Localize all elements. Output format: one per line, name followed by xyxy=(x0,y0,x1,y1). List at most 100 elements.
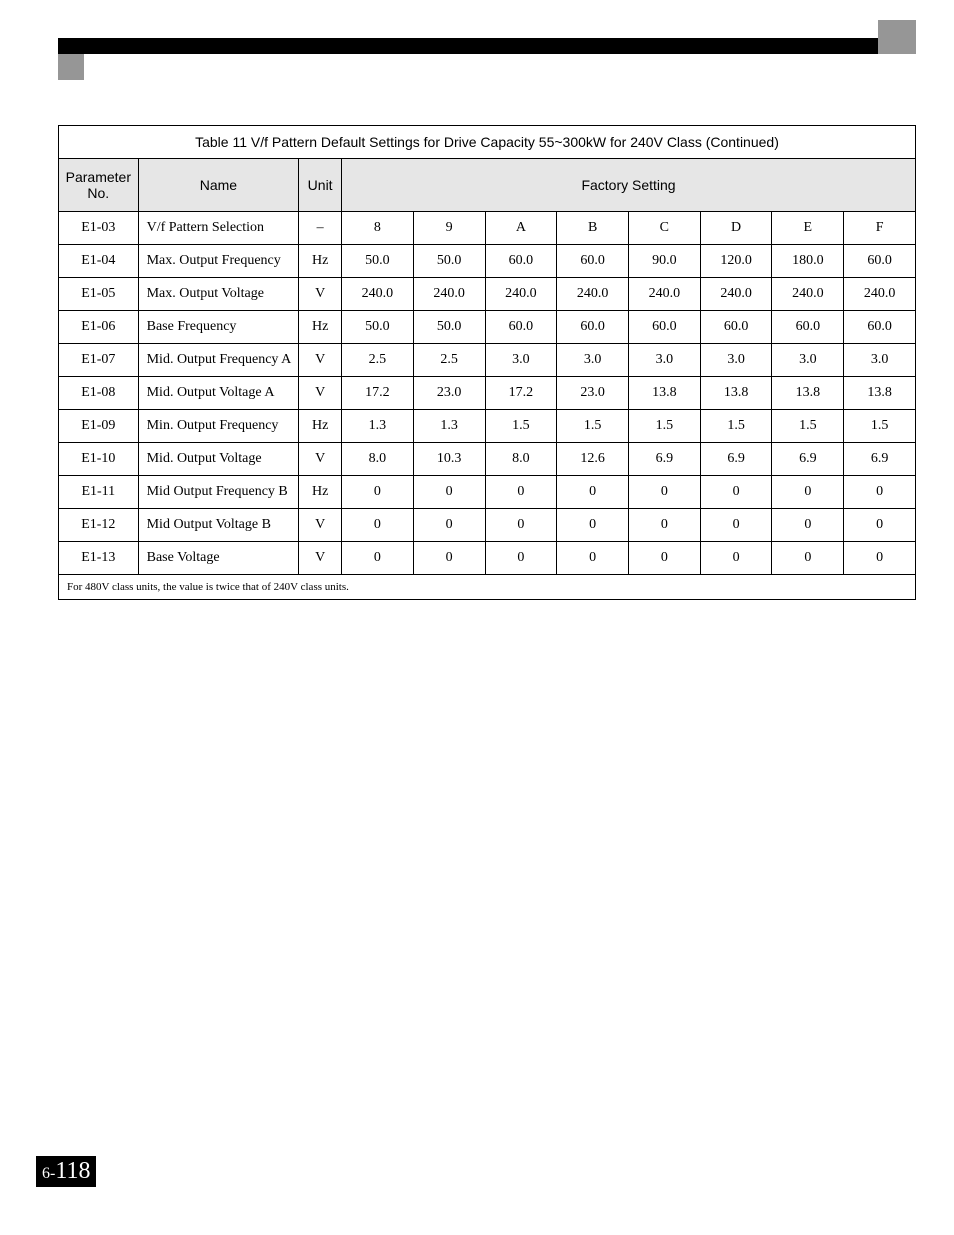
table-body: E1-03V/f Pattern Selection–89ABCDEFE1-04… xyxy=(59,212,916,600)
table-row: E1-07Mid. Output Frequency AV2.52.53.03.… xyxy=(59,344,916,377)
cell-value: 240.0 xyxy=(700,278,772,311)
cell-value: 0 xyxy=(700,476,772,509)
cell-value: 120.0 xyxy=(700,245,772,278)
cell-value: 50.0 xyxy=(413,311,485,344)
cell-value: 0 xyxy=(628,542,700,575)
header-unit: Unit xyxy=(299,159,342,212)
cell-value: 9 xyxy=(413,212,485,245)
cell-value: 1.5 xyxy=(557,410,629,443)
cell-value: 6.9 xyxy=(628,443,700,476)
cell-value: 0 xyxy=(844,476,916,509)
cell-value: 8.0 xyxy=(342,443,414,476)
cell-param-no: E1-06 xyxy=(59,311,139,344)
cell-value: 3.0 xyxy=(700,344,772,377)
table-row: E1-09Min. Output FrequencyHz1.31.31.51.5… xyxy=(59,410,916,443)
cell-value: 240.0 xyxy=(772,278,844,311)
cell-value: 0 xyxy=(413,542,485,575)
cell-value: 1.5 xyxy=(628,410,700,443)
table-row: E1-12Mid Output Voltage BV00000000 xyxy=(59,509,916,542)
cell-param-no: E1-12 xyxy=(59,509,139,542)
cell-value: 60.0 xyxy=(557,311,629,344)
cell-unit: Hz xyxy=(299,311,342,344)
header-factory-setting: Factory Setting xyxy=(342,159,916,212)
cell-value: 6.9 xyxy=(772,443,844,476)
header-param-no: Parameter No. xyxy=(59,159,139,212)
cell-value: D xyxy=(700,212,772,245)
cell-name: V/f Pattern Selection xyxy=(138,212,299,245)
cell-unit: Hz xyxy=(299,476,342,509)
cell-unit: V xyxy=(299,377,342,410)
cell-value: 17.2 xyxy=(485,377,557,410)
cell-value: 13.8 xyxy=(700,377,772,410)
cell-value: 50.0 xyxy=(413,245,485,278)
page-number-main: 118 xyxy=(55,1158,90,1185)
cell-value: 12.6 xyxy=(557,443,629,476)
cell-value: C xyxy=(628,212,700,245)
cell-value: 240.0 xyxy=(844,278,916,311)
cell-unit: Hz xyxy=(299,410,342,443)
cell-unit: V xyxy=(299,542,342,575)
cell-value: 240.0 xyxy=(413,278,485,311)
cell-value: 1.3 xyxy=(342,410,414,443)
top-gray-square xyxy=(58,54,84,80)
cell-value: 1.5 xyxy=(485,410,557,443)
cell-name: Mid Output Voltage B xyxy=(138,509,299,542)
cell-value: 3.0 xyxy=(844,344,916,377)
cell-value: 13.8 xyxy=(844,377,916,410)
table-row: E1-04Max. Output FrequencyHz50.050.060.0… xyxy=(59,245,916,278)
table-footnote-row: For 480V class units, the value is twice… xyxy=(59,575,916,600)
cell-name: Mid. Output Voltage xyxy=(138,443,299,476)
table-caption: Table 11 V/f Pattern Default Settings fo… xyxy=(58,125,916,158)
table-row: E1-08Mid. Output Voltage AV17.223.017.22… xyxy=(59,377,916,410)
cell-value: 0 xyxy=(342,476,414,509)
cell-value: 6.9 xyxy=(844,443,916,476)
cell-value: 0 xyxy=(700,509,772,542)
cell-value: A xyxy=(485,212,557,245)
cell-value: 3.0 xyxy=(628,344,700,377)
cell-value: 8 xyxy=(342,212,414,245)
cell-name: Max. Output Voltage xyxy=(138,278,299,311)
cell-param-no: E1-13 xyxy=(59,542,139,575)
cell-value: 0 xyxy=(772,509,844,542)
cell-value: 0 xyxy=(772,542,844,575)
cell-value: 23.0 xyxy=(413,377,485,410)
cell-param-no: E1-11 xyxy=(59,476,139,509)
top-black-bar xyxy=(58,38,916,54)
cell-value: 1.5 xyxy=(772,410,844,443)
cell-value: 0 xyxy=(413,509,485,542)
page-number: 6-118 xyxy=(36,1156,96,1187)
cell-value: 23.0 xyxy=(557,377,629,410)
cell-value: 0 xyxy=(557,542,629,575)
cell-value: 0 xyxy=(700,542,772,575)
table-row: E1-05Max. Output VoltageV240.0240.0240.0… xyxy=(59,278,916,311)
cell-value: 0 xyxy=(628,476,700,509)
cell-value: 6.9 xyxy=(700,443,772,476)
cell-value: 240.0 xyxy=(557,278,629,311)
cell-value: 3.0 xyxy=(557,344,629,377)
cell-name: Mid. Output Voltage A xyxy=(138,377,299,410)
cell-value: 0 xyxy=(342,542,414,575)
cell-name: Base Voltage xyxy=(138,542,299,575)
table-row: E1-06Base FrequencyHz50.050.060.060.060.… xyxy=(59,311,916,344)
vf-pattern-table: Table 11 V/f Pattern Default Settings fo… xyxy=(58,125,916,600)
cell-value: 13.8 xyxy=(628,377,700,410)
cell-value: 0 xyxy=(844,542,916,575)
cell-param-no: E1-08 xyxy=(59,377,139,410)
cell-value: 0 xyxy=(772,476,844,509)
cell-param-no: E1-09 xyxy=(59,410,139,443)
cell-value: 240.0 xyxy=(342,278,414,311)
right-gray-square xyxy=(878,20,916,54)
header-name: Name xyxy=(138,159,299,212)
cell-unit: V xyxy=(299,278,342,311)
table-row: E1-10Mid. Output VoltageV8.010.38.012.66… xyxy=(59,443,916,476)
cell-unit: Hz xyxy=(299,245,342,278)
cell-name: Base Frequency xyxy=(138,311,299,344)
cell-value: 0 xyxy=(557,509,629,542)
cell-name: Min. Output Frequency xyxy=(138,410,299,443)
cell-value: 60.0 xyxy=(485,311,557,344)
cell-value: 60.0 xyxy=(485,245,557,278)
cell-value: 3.0 xyxy=(485,344,557,377)
cell-value: 0 xyxy=(485,476,557,509)
cell-param-no: E1-04 xyxy=(59,245,139,278)
cell-value: 3.0 xyxy=(772,344,844,377)
